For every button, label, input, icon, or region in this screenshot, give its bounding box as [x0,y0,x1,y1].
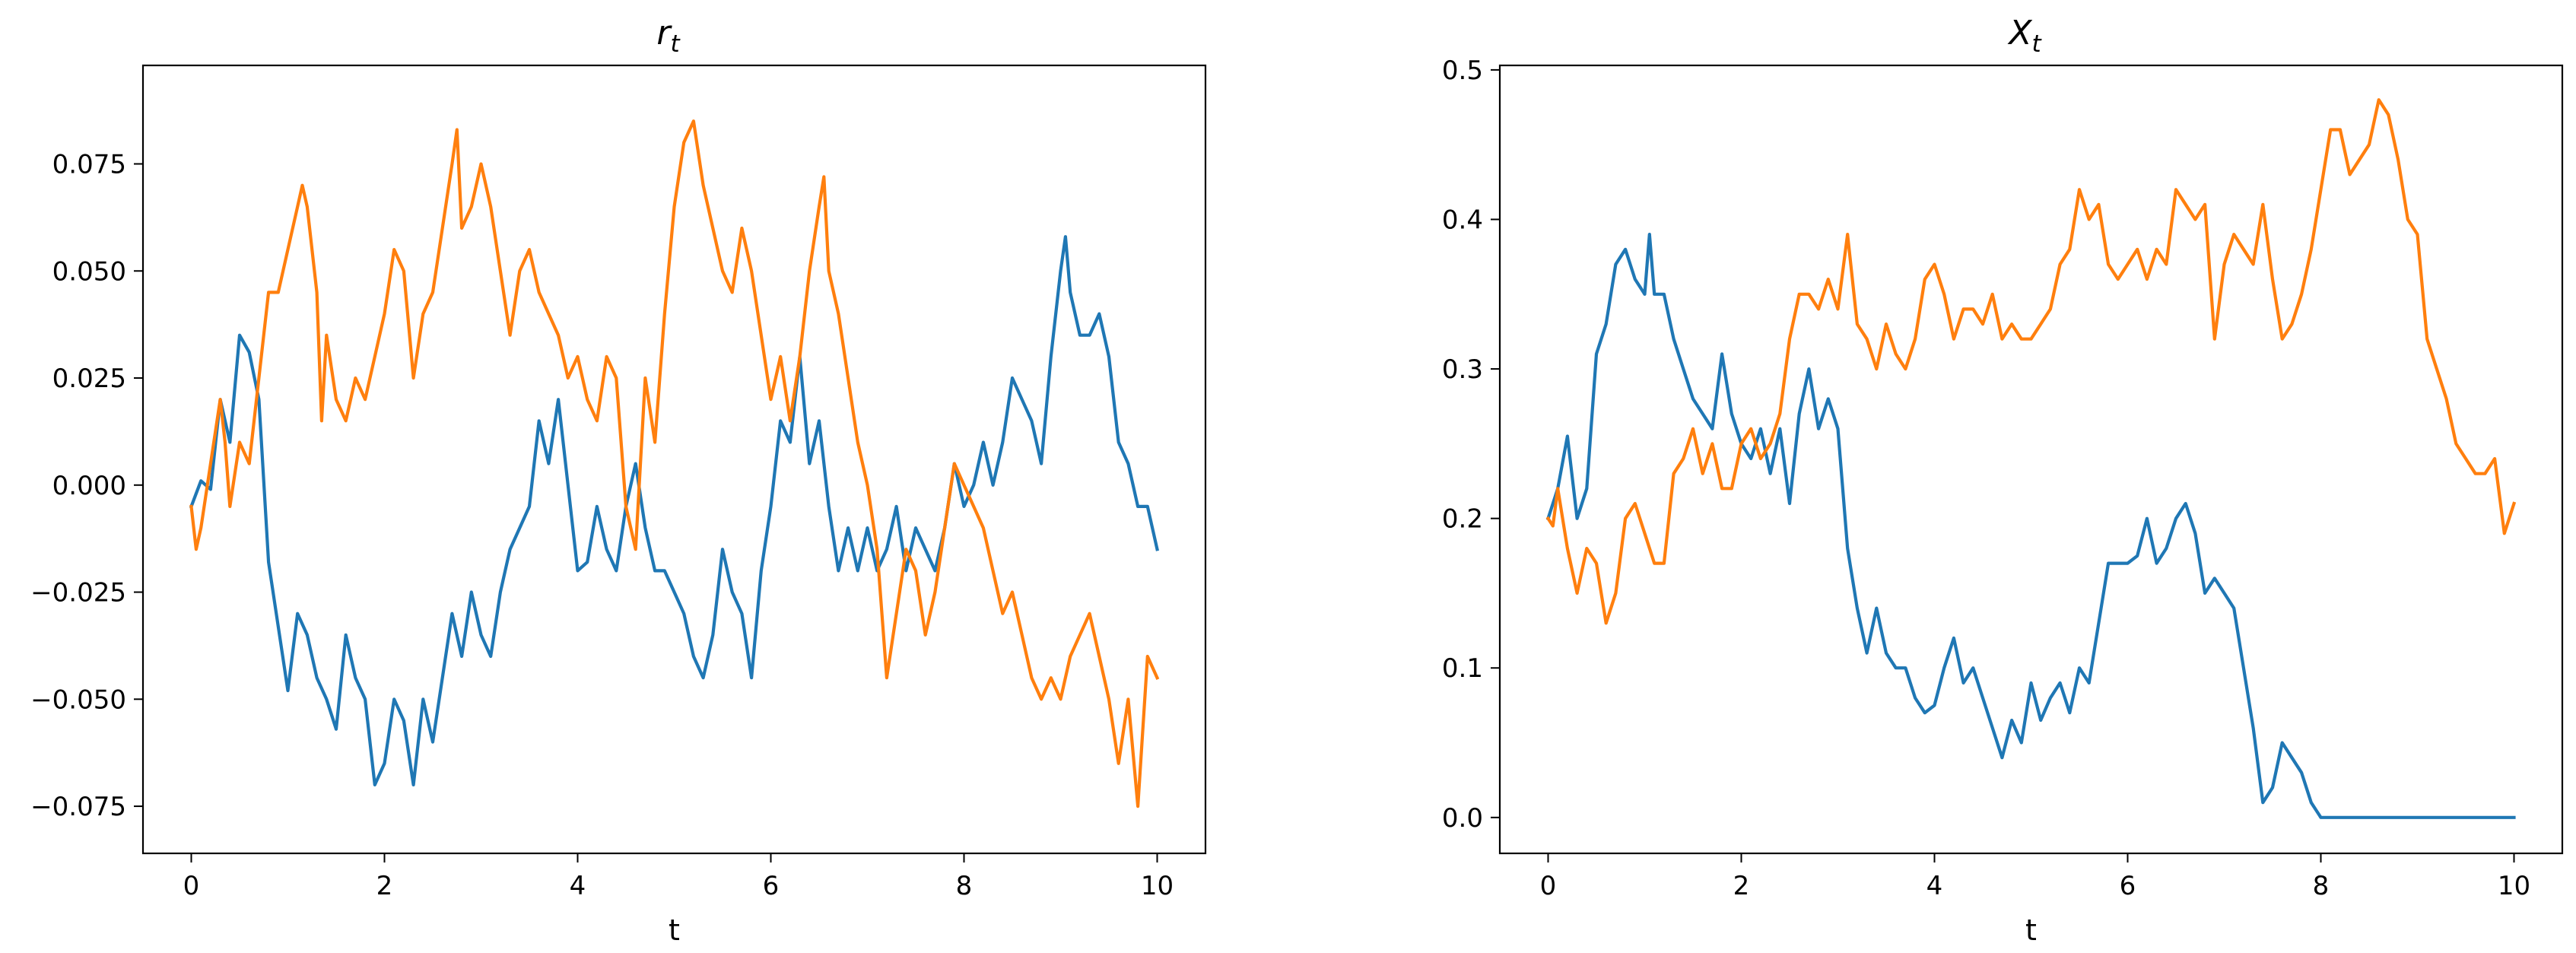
chart-title-main: X [2007,14,2032,52]
y-tick-label: 0.0 [1442,803,1483,834]
chart-title-subscript: t [670,30,681,58]
y-tick-label: 0.1 [1442,653,1483,684]
series-line-r-t-1 [189,235,1160,786]
x-tick-label: 10 [1141,871,1174,901]
chart-title-main: r [656,14,672,52]
axes-frame [1498,64,2564,855]
y-tick-label: 0.2 [1442,504,1483,535]
x-tick-label: 6 [2120,871,2136,901]
y-tick-label: −0.050 [30,685,126,715]
y-tick-label: 0.025 [52,364,126,394]
y-tick-label: 0.075 [52,150,126,180]
x-tick-label: 8 [2313,871,2330,901]
x-axis-label: t [2025,913,2037,947]
chart-title-subscript: t [2032,30,2043,58]
axes-frame [141,64,1207,855]
x-tick-label: 2 [1733,871,1750,901]
series-line-x-t-2 [1545,98,2517,625]
chart-r-t: 0 2 4 6 8 10 −0.075 −0.050 −0.025 0.000 0.025 0.050… [30,14,1207,947]
y-tick-label: 0.050 [52,256,126,287]
x-tick-label: 10 [2498,871,2530,901]
x-axis-label: t [669,913,680,947]
x-tick-label: 6 [763,871,780,901]
chart-title: Xt [2007,14,2042,58]
y-tick-label: 0.3 [1442,354,1483,385]
series-line-x-t-1 [1545,233,2516,819]
y-tick-label: −0.075 [30,792,126,822]
series-line-r-t-2 [189,119,1160,808]
y-tick-label: 0.4 [1442,205,1483,235]
x-tick-label: 8 [956,871,973,901]
x-tick-label: 4 [1926,871,1943,901]
x-tick-label: 0 [183,871,200,901]
y-tick-label: 0.000 [52,471,126,501]
x-tick-label: 0 [1540,871,1557,901]
chart-title: rt [656,14,681,58]
y-tick-label: 0.5 [1442,56,1483,86]
x-tick-label: 2 [376,871,393,901]
y-tick-label: −0.025 [30,578,126,608]
x-tick-label: 4 [570,871,586,901]
